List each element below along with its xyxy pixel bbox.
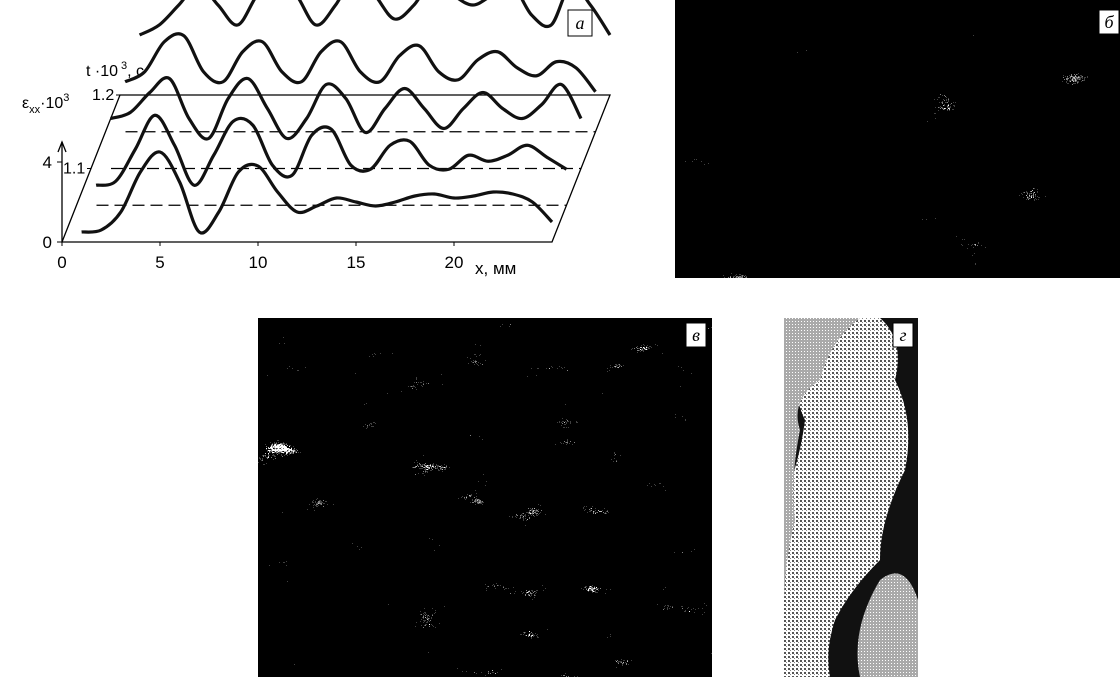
y-tick-label: 4 (43, 153, 52, 172)
panel-label: б (1104, 12, 1114, 32)
y-label-exponent: 3 (63, 92, 69, 104)
strain-curve (140, 0, 610, 35)
y-label-symbol: ε (22, 95, 29, 112)
image-b: б (675, 0, 1120, 278)
figure: б в г а εxx·103 t ·103, с x, мм 04051015… (0, 0, 1120, 677)
x-tick-label: 15 (347, 253, 366, 272)
strain-curve (125, 34, 595, 92)
y-tick-label: 0 (43, 233, 52, 252)
halftone-image (675, 0, 1120, 278)
y-label-factor: ·10 (40, 95, 63, 112)
strain-curve (111, 78, 581, 139)
strain-curve (82, 152, 552, 233)
image-v: в (258, 318, 712, 677)
panel-label: г (899, 325, 906, 345)
x-tick-label: 10 (249, 253, 268, 272)
y-axis-label: εxx·103 (22, 92, 69, 116)
x-tick-label: 5 (155, 253, 164, 272)
t-label-symbol: t ·10 (86, 63, 118, 80)
strain-curve (96, 115, 566, 185)
x-axis-label: x, мм (475, 259, 516, 278)
panel-label: в (692, 325, 700, 345)
x-tick-label: 0 (57, 253, 66, 272)
image-g: г (784, 318, 918, 677)
t-tick-label: 1.1 (63, 161, 85, 178)
halftone-image (258, 318, 712, 677)
x-tick-label: 20 (445, 253, 464, 272)
y-label-subscript: xx (29, 104, 41, 116)
panel-label: а (576, 13, 585, 33)
t-tick-label: 1.2 (92, 87, 114, 104)
